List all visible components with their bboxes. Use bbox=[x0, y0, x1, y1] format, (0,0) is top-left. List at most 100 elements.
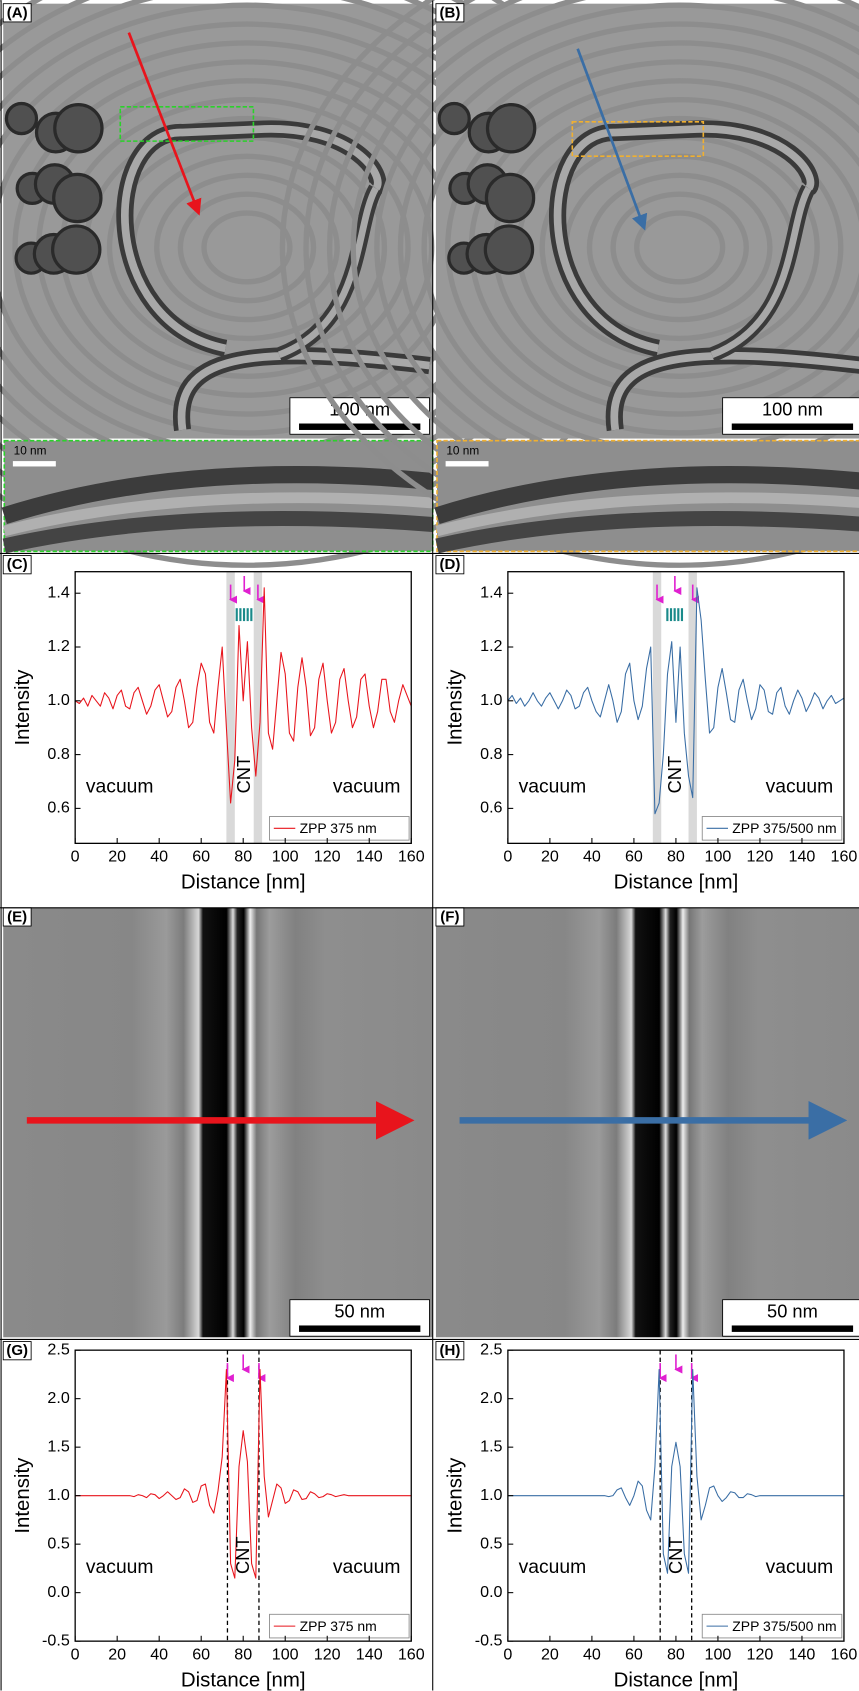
panel-label: (E) bbox=[7, 908, 27, 925]
plot-frame bbox=[507, 571, 845, 844]
x-tick-label: 60 bbox=[192, 848, 210, 866]
wall-mark bbox=[669, 608, 673, 622]
scale-bar bbox=[731, 1325, 854, 1332]
particle bbox=[51, 224, 102, 275]
x-tick-label: 40 bbox=[150, 848, 168, 866]
annotation: vacuum bbox=[333, 777, 401, 798]
profile-arrow bbox=[127, 32, 202, 216]
x-tick-label: 140 bbox=[356, 848, 383, 866]
x-tick-label: 20 bbox=[541, 848, 559, 866]
x-tick-label: 100 bbox=[272, 1645, 299, 1663]
y-tick-label: 1.0 bbox=[480, 1486, 502, 1504]
fringe bbox=[201, 210, 293, 285]
wall-mark bbox=[235, 608, 238, 622]
y-axis-title: Intensity bbox=[445, 669, 467, 746]
data-line bbox=[75, 1369, 412, 1579]
panel-label: (A) bbox=[7, 4, 28, 21]
annotation: CNT bbox=[665, 1536, 686, 1574]
y-tick-label: 1.0 bbox=[47, 1486, 69, 1504]
x-tick-label: 160 bbox=[831, 848, 858, 866]
particle bbox=[437, 101, 471, 136]
inset-scale-label: 10 nm bbox=[446, 444, 479, 458]
wall-mark bbox=[680, 608, 684, 622]
fringe bbox=[154, 172, 340, 323]
y-tick-label: 1.4 bbox=[480, 583, 502, 601]
annotation: CNT bbox=[233, 756, 254, 794]
y-axis-title: Intensity bbox=[445, 1457, 467, 1534]
data-line bbox=[75, 587, 412, 804]
particle bbox=[4, 101, 39, 136]
legend-label: ZPP 375/500 nm bbox=[732, 820, 836, 836]
nanotube-core bbox=[610, 351, 859, 431]
data-line bbox=[507, 1369, 844, 1574]
x-axis-title: Distance [nm] bbox=[614, 1669, 739, 1691]
x-tick-label: 100 bbox=[272, 848, 299, 866]
inset-core bbox=[435, 492, 859, 537]
x-tick-label: 0 bbox=[71, 848, 80, 866]
particle bbox=[53, 103, 104, 154]
x-tick-label: 120 bbox=[747, 848, 774, 866]
x-tick-label: 0 bbox=[503, 1645, 512, 1663]
y-tick-label: 1.0 bbox=[480, 691, 502, 709]
annotation: vacuum bbox=[519, 777, 587, 798]
shaded-region bbox=[253, 571, 263, 844]
shaded-region bbox=[226, 571, 235, 844]
nanotube-core bbox=[710, 186, 812, 358]
legend-label: ZPP 375/500 nm bbox=[732, 1618, 836, 1634]
y-tick-label: 0.6 bbox=[480, 799, 502, 817]
wall-mark bbox=[242, 608, 246, 622]
panel-label-box bbox=[435, 3, 465, 23]
panel-label: (G) bbox=[6, 1342, 28, 1359]
legend-box bbox=[269, 1613, 410, 1639]
x-tick-label: 160 bbox=[398, 1645, 425, 1663]
x-tick-label: 20 bbox=[541, 1645, 559, 1663]
wall-mark bbox=[250, 608, 253, 622]
x-tick-label: 120 bbox=[314, 1645, 341, 1663]
x-axis-title: Distance [nm] bbox=[181, 871, 306, 893]
panel-label: (H) bbox=[439, 1342, 460, 1359]
annotation: vacuum bbox=[766, 777, 834, 798]
y-tick-label: 2.5 bbox=[47, 1340, 69, 1358]
y-tick-label: -0.5 bbox=[42, 1631, 70, 1649]
nanotube-core bbox=[553, 125, 815, 353]
x-tick-label: 100 bbox=[705, 1645, 732, 1663]
x-tick-label: 140 bbox=[789, 1645, 816, 1663]
x-tick-label: 120 bbox=[314, 848, 341, 866]
particle bbox=[485, 103, 537, 154]
fringe bbox=[445, 59, 859, 436]
y-tick-label: 0.5 bbox=[480, 1534, 502, 1552]
annotation: vacuum bbox=[86, 777, 154, 798]
particle bbox=[484, 172, 536, 224]
inset-scale-bar bbox=[445, 461, 489, 467]
wall-mark bbox=[239, 608, 242, 622]
zoom-box bbox=[119, 105, 255, 142]
x-tick-label: 0 bbox=[503, 848, 512, 866]
wall-mark bbox=[666, 608, 669, 622]
x-tick-label: 60 bbox=[192, 1645, 210, 1663]
particle bbox=[52, 172, 103, 224]
zoom-box bbox=[571, 120, 705, 157]
particle bbox=[483, 224, 535, 275]
panel-label-box bbox=[2, 555, 32, 575]
annotation: vacuum bbox=[766, 1557, 834, 1578]
inset-wall bbox=[1, 466, 434, 525]
y-axis-title: Intensity bbox=[12, 1457, 34, 1534]
profile-arrow bbox=[576, 48, 648, 231]
scale-bar bbox=[299, 1325, 421, 1332]
x-tick-label: 20 bbox=[108, 848, 126, 866]
x-tick-label: 140 bbox=[789, 848, 816, 866]
x-tick-label: 160 bbox=[398, 848, 425, 866]
wall-mark bbox=[246, 608, 249, 622]
x-tick-label: 20 bbox=[108, 1645, 126, 1663]
annotation: CNT bbox=[664, 756, 685, 794]
panel-label: (B) bbox=[439, 4, 460, 21]
panel-label: (D) bbox=[439, 556, 460, 573]
inset-wall bbox=[435, 511, 859, 554]
nanotube-core bbox=[177, 351, 430, 431]
x-axis-title: Distance [nm] bbox=[614, 871, 739, 893]
x-axis-title: Distance [nm] bbox=[181, 1669, 306, 1691]
fringe bbox=[279, 0, 859, 568]
inset-wall bbox=[434, 466, 859, 525]
